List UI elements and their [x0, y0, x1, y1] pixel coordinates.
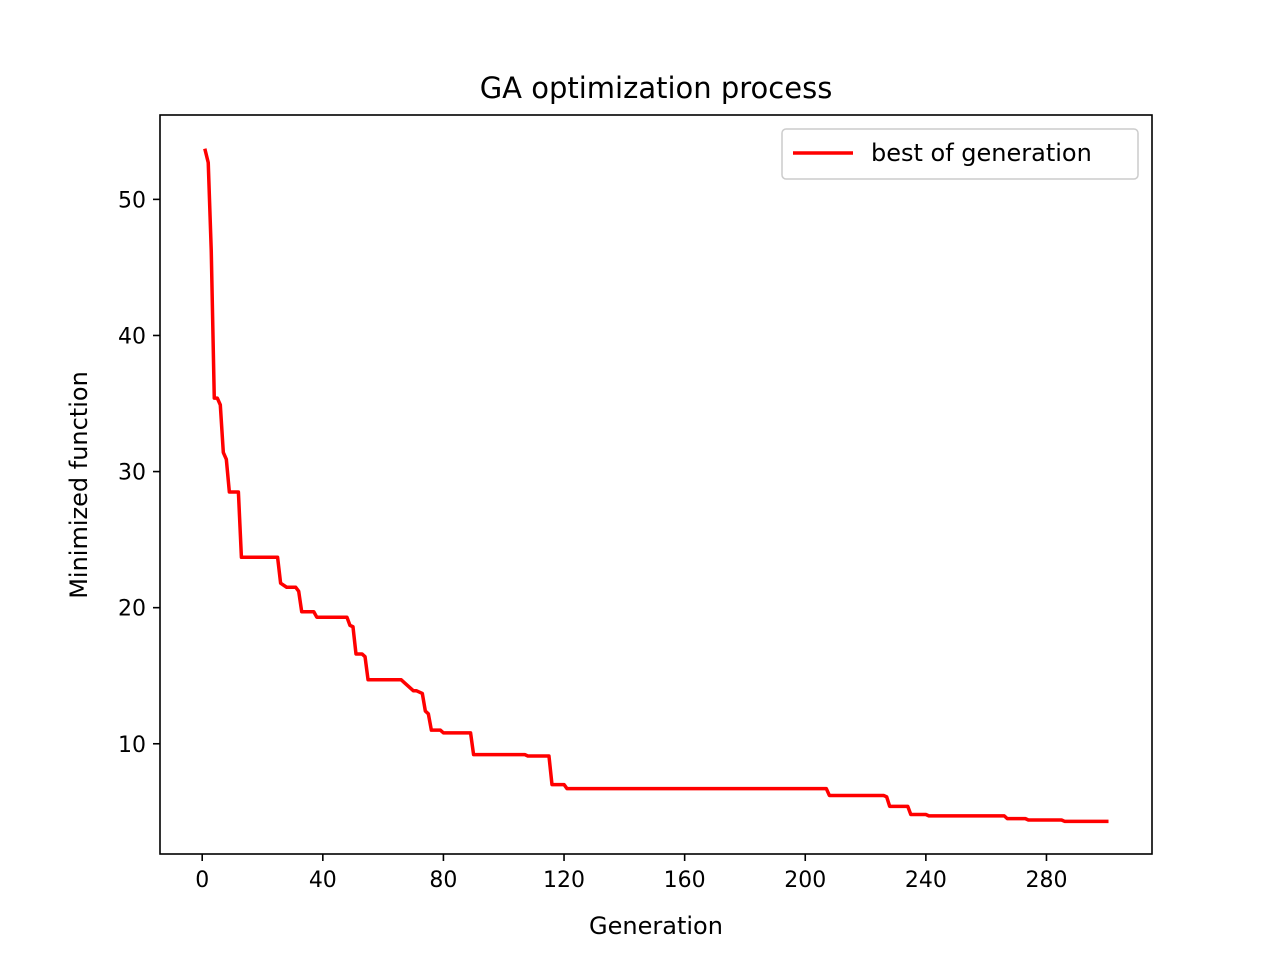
- y-tick-label: 40: [118, 324, 146, 349]
- x-tick-label: 280: [1025, 868, 1067, 893]
- legend: best of generation: [781, 128, 1139, 180]
- x-tick-label: 240: [905, 868, 947, 893]
- x-tick-label: 40: [309, 868, 337, 893]
- series-line-best-of-generation: [203, 148, 1109, 824]
- x-tick-label: 160: [664, 868, 706, 893]
- y-tick-label: 30: [118, 461, 146, 486]
- x-tick-label: 80: [429, 868, 457, 893]
- y-tick-label: 10: [118, 733, 146, 758]
- x-axis-label: Generation: [589, 912, 723, 940]
- legend-box: [781, 128, 1139, 180]
- y-axis-label: Minimized function: [65, 371, 93, 599]
- legend-label-best-of-generation: best of generation: [871, 139, 1092, 167]
- y-axis-ticks: 10 20 30 40 50: [118, 188, 160, 758]
- x-tick-label: 200: [784, 868, 826, 893]
- plot-area-frame: [159, 114, 1153, 855]
- x-tick-label: 120: [543, 868, 585, 893]
- chart-title: GA optimization process: [480, 71, 833, 105]
- y-tick-label: 20: [118, 597, 146, 622]
- x-tick-label: 0: [195, 868, 209, 893]
- x-axis-ticks: 0 40 80 120 160 200 240 280: [195, 854, 1067, 893]
- y-tick-label: 50: [118, 188, 146, 213]
